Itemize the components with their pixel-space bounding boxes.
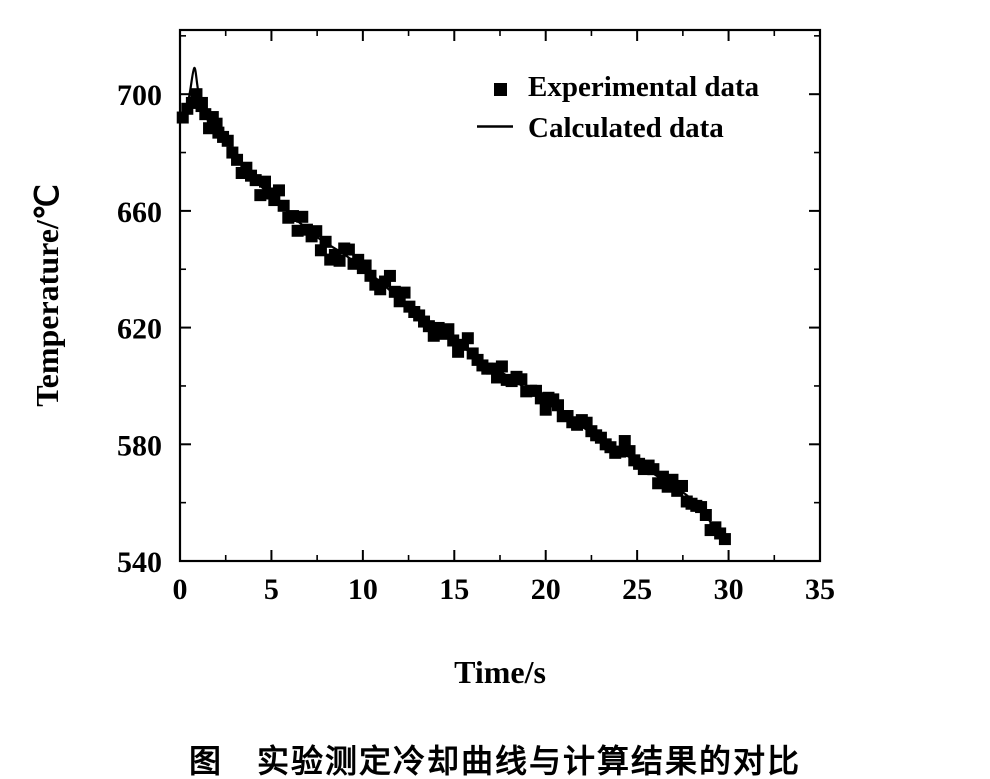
svg-text:620: 620	[117, 313, 162, 346]
svg-text:5: 5	[264, 573, 279, 606]
svg-text:10: 10	[348, 573, 378, 606]
svg-text:30: 30	[714, 573, 744, 606]
svg-text:Time/s: Time/s	[454, 654, 546, 690]
svg-text:580: 580	[117, 429, 162, 462]
svg-text:540: 540	[117, 546, 162, 579]
svg-text:660: 660	[117, 196, 162, 229]
svg-text:Experimental data: Experimental data	[528, 71, 760, 103]
svg-text:15: 15	[439, 573, 469, 606]
svg-text:Calculated data: Calculated data	[528, 112, 724, 144]
svg-text:Temperature/℃: Temperature/℃	[29, 184, 65, 407]
svg-text:20: 20	[531, 573, 561, 606]
svg-text:700: 700	[117, 79, 162, 112]
svg-text:0: 0	[173, 573, 188, 606]
svg-text:25: 25	[622, 573, 652, 606]
svg-text:35: 35	[805, 573, 835, 606]
